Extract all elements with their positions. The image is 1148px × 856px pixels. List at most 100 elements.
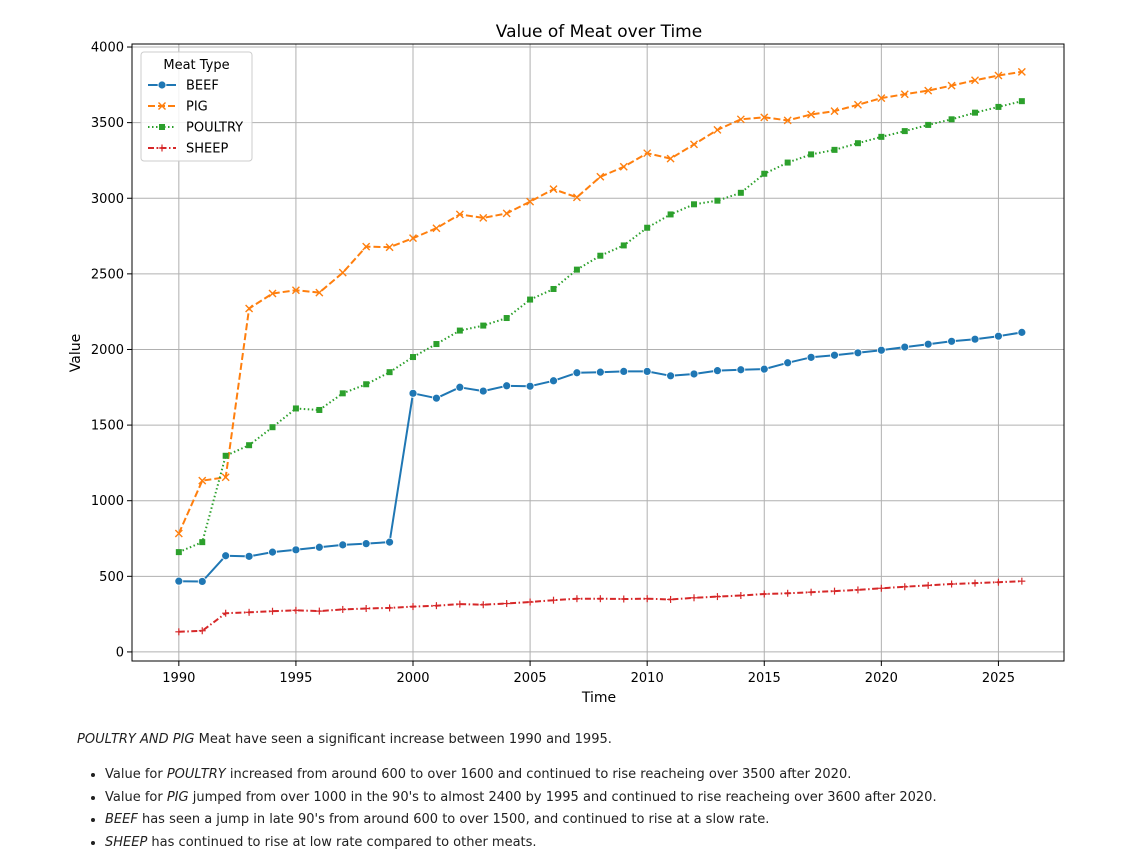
x-tick-label: 1995 <box>279 671 312 686</box>
data-point-beef <box>432 393 441 403</box>
data-point-sheep <box>901 583 909 591</box>
notes-list: Value for POULTRY increased from around … <box>77 764 1137 854</box>
data-point-pig <box>291 286 300 295</box>
data-point-poultry <box>691 201 698 208</box>
x-marker-stroke <box>924 86 933 95</box>
data-point-sheep <box>831 587 839 595</box>
note-beef: BEEF has seen a jump in late 90's from a… <box>105 809 1137 832</box>
data-point-beef <box>525 381 535 391</box>
y-tick-label: 2000 <box>91 343 124 358</box>
data-point-pig <box>572 193 581 202</box>
data-point-beef <box>970 334 980 344</box>
series-pig <box>174 67 1026 538</box>
notes-intro-emphasis: POULTRY AND PIG <box>77 732 195 747</box>
x-marker-stroke <box>807 110 816 119</box>
data-point-beef <box>1017 327 1027 337</box>
data-point-pig <box>198 476 207 485</box>
data-point-beef <box>572 368 582 378</box>
x-marker-stroke <box>221 473 230 482</box>
data-point-sheep <box>667 595 675 603</box>
x-marker-stroke <box>432 224 441 233</box>
data-point-sheep <box>1018 577 1026 585</box>
x-marker-stroke <box>853 100 862 109</box>
data-point-pig <box>174 529 183 538</box>
y-tick-label: 500 <box>99 570 124 585</box>
x-marker-stroke <box>994 71 1003 80</box>
x-marker-stroke <box>385 243 394 252</box>
data-point-beef <box>478 386 488 396</box>
data-point-sheep <box>854 586 862 594</box>
x-marker-stroke <box>479 213 488 222</box>
data-point-poultry <box>737 189 744 196</box>
note-text: jumped from over 1000 in the 90's to alm… <box>188 789 937 805</box>
data-point-pig <box>385 243 394 252</box>
data-point-poultry <box>175 549 182 556</box>
series-line-sheep <box>178 580 1022 633</box>
data-point-beef <box>830 350 839 360</box>
data-point-pig <box>596 172 605 181</box>
x-marker-stroke <box>338 268 347 277</box>
data-point-beef <box>385 537 394 547</box>
data-point-beef <box>947 336 956 346</box>
legend-item-beef: BEEF <box>148 79 219 94</box>
data-point-poultry <box>246 442 253 449</box>
data-point-sheep <box>315 607 323 615</box>
data-point-pig <box>245 304 254 313</box>
note-pig: Value for PIG jumped from over 1000 in t… <box>105 787 1137 810</box>
x-marker-stroke <box>877 94 886 103</box>
data-point-beef <box>338 540 348 550</box>
data-point-pig <box>409 234 418 243</box>
x-marker-stroke <box>245 304 254 313</box>
data-point-poultry <box>269 424 276 431</box>
data-point-sheep <box>245 608 253 616</box>
legend-box <box>140 51 253 162</box>
x-tick-label: 1990 <box>162 671 195 686</box>
x-marker-stroke <box>455 210 464 219</box>
x-marker-stroke <box>409 234 418 243</box>
data-point-poultry <box>948 116 955 123</box>
data-point-sheep <box>713 593 721 601</box>
data-point-pig <box>900 90 909 99</box>
data-point-sheep <box>175 628 183 636</box>
note-prefix: Value for <box>105 767 167 782</box>
x-marker-stroke <box>572 193 581 202</box>
data-point-sheep <box>971 579 979 587</box>
data-point-pig <box>315 288 324 297</box>
data-point-pig <box>502 209 511 218</box>
x-marker-stroke <box>760 113 769 122</box>
data-point-poultry <box>597 252 604 259</box>
data-point-pig <box>221 473 230 482</box>
data-point-sheep <box>198 627 206 635</box>
data-point-sheep <box>479 601 487 609</box>
series-sheep <box>175 577 1026 636</box>
grid-lines <box>132 44 1064 661</box>
data-point-sheep <box>550 596 558 604</box>
data-point-beef <box>244 551 254 561</box>
data-point-poultry <box>222 452 229 459</box>
note-emphasis: PIG <box>166 789 189 805</box>
data-point-beef <box>853 348 863 358</box>
data-point-poultry <box>527 296 534 303</box>
x-marker-stroke <box>268 289 277 298</box>
data-point-sheep <box>924 581 932 589</box>
data-point-poultry <box>410 354 417 361</box>
data-point-beef <box>689 369 699 379</box>
note-emphasis: POULTRY <box>166 767 226 782</box>
x-marker-stroke <box>713 125 722 134</box>
data-point-sheep <box>948 580 956 588</box>
y-tick-label: 1500 <box>91 419 124 434</box>
data-point-sheep <box>737 592 745 600</box>
data-point-sheep <box>784 589 792 597</box>
legend-marker-beef <box>157 80 167 90</box>
data-point-pig <box>994 71 1003 80</box>
note-prefix: Value for <box>105 789 167 805</box>
note-text: has seen a jump in late 90's from around… <box>137 812 770 827</box>
data-point-beef <box>806 352 816 362</box>
data-point-poultry <box>644 224 651 231</box>
data-point-pig <box>526 197 535 206</box>
data-point-pig <box>783 116 792 125</box>
notes-intro-text: Meat have seen a significant increase be… <box>194 732 612 747</box>
data-point-poultry <box>667 211 674 218</box>
data-point-sheep <box>456 600 464 608</box>
data-point-sheep <box>573 595 581 603</box>
